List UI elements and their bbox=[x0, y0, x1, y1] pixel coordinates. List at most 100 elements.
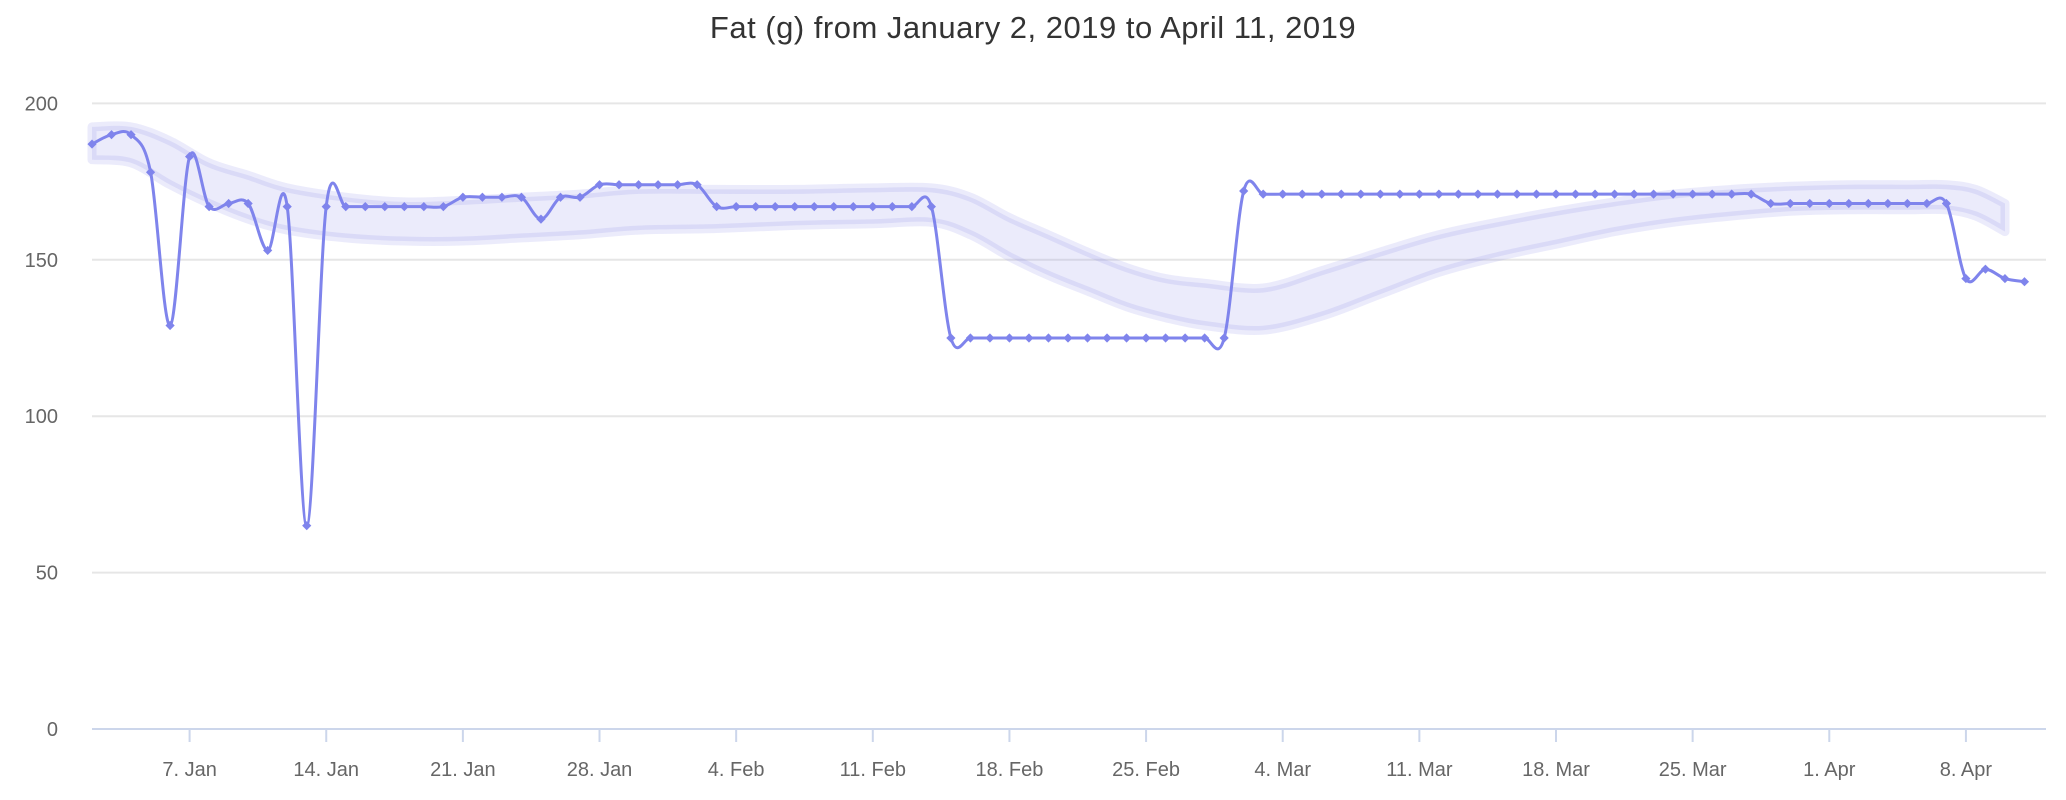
data-point-marker[interactable] bbox=[1766, 198, 1776, 209]
data-point-marker[interactable] bbox=[126, 130, 136, 140]
data-point-marker[interactable] bbox=[1902, 198, 1912, 209]
data-point-marker[interactable] bbox=[243, 198, 253, 209]
data-point-marker[interactable] bbox=[419, 202, 429, 212]
data-point-marker[interactable] bbox=[1161, 333, 1171, 343]
data-point-marker[interactable] bbox=[1746, 189, 1756, 199]
data-point-marker[interactable] bbox=[282, 202, 292, 212]
data-point-marker[interactable] bbox=[1219, 333, 1229, 343]
data-point-marker[interactable] bbox=[965, 333, 975, 343]
data-point-marker[interactable] bbox=[145, 167, 156, 177]
data-point-marker[interactable] bbox=[165, 320, 175, 331]
data-point-marker[interactable] bbox=[594, 180, 605, 190]
data-point-marker[interactable] bbox=[751, 202, 761, 212]
data-point-marker[interactable] bbox=[360, 202, 370, 212]
data-point-marker[interactable] bbox=[2000, 273, 2010, 284]
data-point-marker[interactable] bbox=[106, 130, 117, 140]
data-point-marker[interactable] bbox=[1336, 189, 1346, 199]
data-point-marker[interactable] bbox=[1141, 333, 1151, 343]
data-point-marker[interactable] bbox=[907, 202, 917, 212]
data-point-marker[interactable] bbox=[380, 202, 390, 212]
data-point-marker[interactable] bbox=[204, 202, 214, 212]
data-point-marker[interactable] bbox=[224, 198, 234, 209]
data-point-marker[interactable] bbox=[809, 202, 819, 212]
data-point-marker[interactable] bbox=[1961, 273, 1971, 284]
data-point-marker[interactable] bbox=[731, 202, 741, 212]
data-point-marker[interactable] bbox=[185, 151, 195, 162]
data-point-marker[interactable] bbox=[1453, 189, 1463, 199]
data-point-marker[interactable] bbox=[263, 245, 273, 256]
data-point-marker[interactable] bbox=[868, 202, 878, 212]
data-point-marker[interactable] bbox=[2019, 277, 2030, 287]
data-point-marker[interactable] bbox=[1727, 189, 1737, 199]
data-point-marker[interactable] bbox=[653, 180, 663, 190]
data-point-marker[interactable] bbox=[1844, 198, 1854, 209]
data-point-marker[interactable] bbox=[1102, 333, 1112, 343]
data-point-marker[interactable] bbox=[1551, 189, 1561, 199]
data-point-marker[interactable] bbox=[887, 202, 897, 212]
data-point-marker[interactable] bbox=[770, 202, 780, 212]
data-point-marker[interactable] bbox=[1063, 333, 1073, 343]
data-point-marker[interactable] bbox=[1512, 189, 1522, 199]
data-point-marker[interactable] bbox=[1980, 264, 1991, 274]
data-point-marker[interactable] bbox=[399, 202, 409, 212]
data-point-marker[interactable] bbox=[848, 202, 858, 212]
data-point-marker[interactable] bbox=[712, 202, 722, 212]
data-point-marker[interactable] bbox=[575, 192, 585, 202]
data-point-marker[interactable] bbox=[1492, 189, 1503, 199]
data-point-marker[interactable] bbox=[1609, 189, 1620, 199]
data-point-marker[interactable] bbox=[1024, 333, 1034, 343]
data-point-marker[interactable] bbox=[1570, 189, 1581, 199]
data-point-marker[interactable] bbox=[946, 333, 956, 343]
data-point-marker[interactable] bbox=[1395, 189, 1405, 199]
data-point-marker[interactable] bbox=[1317, 189, 1327, 199]
data-point-marker[interactable] bbox=[1805, 198, 1815, 209]
data-point-marker[interactable] bbox=[458, 192, 468, 202]
data-point-marker[interactable] bbox=[555, 192, 566, 202]
data-point-marker[interactable] bbox=[1707, 189, 1717, 199]
data-point-marker[interactable] bbox=[1688, 189, 1698, 199]
data-point-marker[interactable] bbox=[1004, 333, 1015, 343]
data-point-marker[interactable] bbox=[87, 139, 97, 149]
data-point-marker[interactable] bbox=[829, 202, 839, 212]
data-point-marker[interactable] bbox=[1922, 198, 1932, 209]
data-point-marker[interactable] bbox=[1629, 189, 1639, 199]
data-point-marker[interactable] bbox=[1180, 333, 1190, 343]
data-point-marker[interactable] bbox=[516, 192, 527, 202]
data-point-marker[interactable] bbox=[614, 180, 624, 190]
data-point-marker[interactable] bbox=[1863, 198, 1873, 209]
data-point-marker[interactable] bbox=[497, 192, 507, 202]
data-point-marker[interactable] bbox=[926, 202, 936, 212]
data-point-marker[interactable] bbox=[1375, 189, 1385, 199]
data-point-marker[interactable] bbox=[1297, 189, 1307, 199]
data-point-marker[interactable] bbox=[321, 202, 331, 212]
data-point-marker[interactable] bbox=[1649, 189, 1659, 199]
data-point-marker[interactable] bbox=[1531, 189, 1542, 199]
data-point-marker[interactable] bbox=[692, 180, 702, 190]
data-point-marker[interactable] bbox=[1278, 189, 1288, 199]
data-point-marker[interactable] bbox=[1043, 333, 1054, 343]
data-point-marker[interactable] bbox=[1668, 189, 1678, 199]
data-point-marker[interactable] bbox=[438, 202, 448, 212]
data-point-marker[interactable] bbox=[302, 521, 312, 531]
data-point-marker[interactable] bbox=[1785, 198, 1795, 209]
data-point-marker[interactable] bbox=[633, 180, 644, 190]
data-point-marker[interactable] bbox=[477, 192, 487, 202]
data-point-marker[interactable] bbox=[1473, 189, 1483, 199]
data-point-marker[interactable] bbox=[1121, 333, 1132, 343]
data-point-marker[interactable] bbox=[1239, 186, 1249, 196]
data-point-marker[interactable] bbox=[536, 214, 546, 224]
data-point-marker[interactable] bbox=[1824, 198, 1834, 209]
data-point-marker[interactable] bbox=[1082, 333, 1093, 343]
data-point-marker[interactable] bbox=[1258, 189, 1268, 199]
data-point-marker[interactable] bbox=[673, 180, 683, 190]
data-point-marker[interactable] bbox=[1414, 189, 1424, 199]
data-point-marker[interactable] bbox=[985, 333, 995, 343]
data-point-marker[interactable] bbox=[1200, 333, 1210, 343]
data-point-marker[interactable] bbox=[1590, 189, 1600, 199]
data-point-marker[interactable] bbox=[1434, 189, 1444, 199]
data-point-marker[interactable] bbox=[1356, 189, 1366, 199]
data-point-marker[interactable] bbox=[790, 202, 800, 212]
data-point-marker[interactable] bbox=[1941, 198, 1951, 209]
data-point-marker[interactable] bbox=[341, 202, 351, 212]
data-point-marker[interactable] bbox=[1883, 198, 1893, 209]
